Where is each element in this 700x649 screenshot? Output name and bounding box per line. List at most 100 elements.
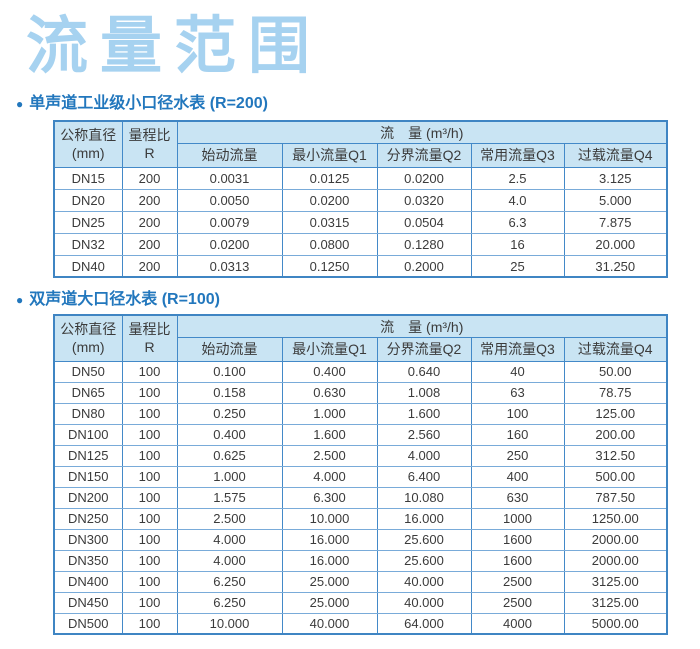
table-cell: 100 <box>121 402 178 425</box>
table-cell: 0.625 <box>176 444 283 467</box>
col-header-ratio-line2: R <box>144 144 155 161</box>
table-cell: 100 <box>121 570 178 593</box>
table-cell: DN20 <box>53 188 123 212</box>
table-cell: 1.575 <box>176 486 283 509</box>
table-cell: DN150 <box>53 465 123 488</box>
table-cell: 64.000 <box>376 612 472 635</box>
table-cell: 0.0125 <box>281 166 378 190</box>
table-cell: 4.0 <box>470 188 565 212</box>
table-cell: 0.400 <box>281 360 378 383</box>
table-row: DN500 100 10.000 40.000 64.000 4000 5000.00 <box>53 612 668 635</box>
table-cell: 500.00 <box>563 465 668 488</box>
table-cell: 50.00 <box>563 360 668 383</box>
table-cell: 31.250 <box>563 254 668 278</box>
flow-range-table-dual-channel: 公称直径 (mm) 量程比 R 流 量 (m³/h) 始动流量 最小流量Q1 分界流… <box>53 314 669 636</box>
table-cell: DN15 <box>53 166 123 190</box>
table-cell: 0.0504 <box>376 210 472 234</box>
table-cell: 0.0050 <box>176 188 283 212</box>
table-cell: 40.000 <box>376 570 472 593</box>
table-cell: 6.300 <box>281 486 378 509</box>
table-cell: 40.000 <box>281 612 378 635</box>
table-cell: 25.600 <box>376 528 472 551</box>
table-cell: 200 <box>121 166 178 190</box>
table-cell: 100 <box>121 507 178 530</box>
table-cell: DN80 <box>53 402 123 425</box>
table-cell: 0.0079 <box>176 210 283 234</box>
table-cell: DN450 <box>53 591 123 614</box>
table-cell: 200 <box>121 210 178 234</box>
table-row: DN300 100 4.000 16.000 25.600 1600 2000.00 <box>53 528 668 551</box>
table-cell: DN65 <box>53 381 123 404</box>
bullet-icon: ● <box>16 97 24 112</box>
table-header: 公称直径 (mm) 量程比 R 流 量 (m³/h) 始动流量 最小流量Q1 分界流… <box>53 120 668 168</box>
table-cell: 40 <box>470 360 565 383</box>
table-header: 公称直径 (mm) 量程比 R 流 量 (m³/h) 始动流量 最小流量Q1 分界流… <box>53 314 668 362</box>
column-header: 过载流量Q4 <box>563 142 668 168</box>
table-cell: 0.100 <box>176 360 283 383</box>
col-header-ratio-line2: R <box>144 338 155 355</box>
table-cell: DN100 <box>53 423 123 446</box>
table-cell: DN350 <box>53 549 123 572</box>
table-cell: 400 <box>470 465 565 488</box>
table-cell: 3125.00 <box>563 570 668 593</box>
table-row: DN350 100 4.000 16.000 25.600 1600 2000.00 <box>53 549 668 572</box>
column-header: 常用流量Q3 <box>470 336 565 362</box>
table-cell: DN500 <box>53 612 123 635</box>
section-heading-label: 单声道工业级小口径水表 (R=200) <box>29 95 268 113</box>
table-cell: 1.000 <box>281 402 378 425</box>
table-cell: DN25 <box>53 210 123 234</box>
table-cell: 25.600 <box>376 549 472 572</box>
col-header-diameter-line2: (mm) <box>71 144 105 161</box>
column-header: 始动流量 <box>176 336 283 362</box>
col-header-flow-group: 流 量 (m³/h) <box>176 314 668 338</box>
table-cell: 0.0315 <box>281 210 378 234</box>
column-header: 始动流量 <box>176 142 283 168</box>
table-cell: 100 <box>121 591 178 614</box>
col-header-ratio: 量程比 R <box>121 314 178 362</box>
table-cell: 4000 <box>470 612 565 635</box>
table-row: DN32 200 0.0200 0.0800 0.1280 16 20.000 <box>53 232 668 256</box>
table-cell: 3.125 <box>563 166 668 190</box>
table-row: DN20 200 0.0050 0.0200 0.0320 4.0 5.000 <box>53 188 668 212</box>
table-cell: 2000.00 <box>563 549 668 572</box>
table-cell: 100 <box>121 528 178 551</box>
section-heading-single-channel: ● 单声道工业级小口径水表 (R=200) <box>16 95 700 113</box>
table-cell: 16.000 <box>281 528 378 551</box>
col-header-ratio-line1: 量程比 <box>128 127 171 144</box>
table-cell: DN200 <box>53 486 123 509</box>
table-row: DN65 100 0.158 0.630 1.008 63 78.75 <box>53 381 668 404</box>
table-cell: 0.0800 <box>281 232 378 256</box>
table-cell: 200 <box>121 232 178 256</box>
col-header-flow-group: 流 量 (m³/h) <box>176 120 668 144</box>
flow-range-table-single-channel: 公称直径 (mm) 量程比 R 流 量 (m³/h) 始动流量 最小流量Q1 分界流… <box>53 120 669 279</box>
table-cell: 25.000 <box>281 570 378 593</box>
table-row: DN25 200 0.0079 0.0315 0.0504 6.3 7.875 <box>53 210 668 234</box>
table-cell: DN50 <box>53 360 123 383</box>
table-cell: DN125 <box>53 444 123 467</box>
table-cell: 2.500 <box>281 444 378 467</box>
table-cell: 100 <box>121 549 178 572</box>
table-header-row-1: 公称直径 (mm) 量程比 R 流 量 (m³/h) <box>53 314 668 362</box>
table-cell: 0.630 <box>281 381 378 404</box>
table-cell: 6.400 <box>376 465 472 488</box>
table-row: DN400 100 6.250 25.000 40.000 2500 3125.00 <box>53 570 668 593</box>
table-cell: 0.2000 <box>376 254 472 278</box>
table-cell: DN40 <box>53 254 123 278</box>
table-cell: 1.000 <box>176 465 283 488</box>
table-cell: 16 <box>470 232 565 256</box>
table-cell: 1600 <box>470 528 565 551</box>
table-header-row-2: 始动流量 最小流量Q1 分界流量Q2 常用流量Q3 过载流量Q4 <box>54 142 668 168</box>
col-header-diameter-line1: 公称直径 <box>60 321 117 338</box>
table-row: DN100 100 0.400 1.600 2.560 160 200.00 <box>53 423 668 446</box>
table-header-row-2: 始动流量 最小流量Q1 分界流量Q2 常用流量Q3 过载流量Q4 <box>54 336 668 362</box>
table-cell: 25 <box>470 254 565 278</box>
table-cell: 2500 <box>470 591 565 614</box>
table-cell: 250 <box>470 444 565 467</box>
table-cell: 125.00 <box>563 402 668 425</box>
table-cell: 100 <box>121 444 178 467</box>
page-title: 流量范围 <box>26 12 323 81</box>
table-cell: 1.600 <box>281 423 378 446</box>
table-cell: 1250.00 <box>563 507 668 530</box>
col-header-diameter: 公称直径 (mm) <box>53 120 123 168</box>
col-header-diameter-line1: 公称直径 <box>60 127 117 144</box>
